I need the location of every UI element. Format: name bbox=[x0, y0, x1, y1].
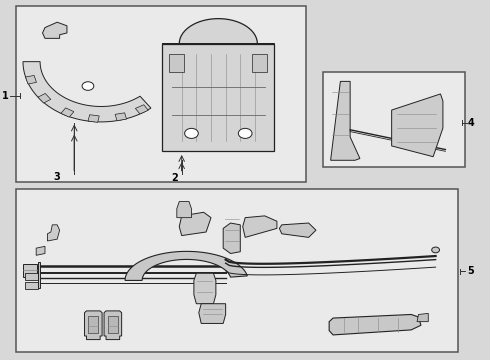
Text: 4: 4 bbox=[467, 118, 474, 128]
Polygon shape bbox=[43, 22, 67, 39]
Polygon shape bbox=[23, 62, 151, 122]
Circle shape bbox=[432, 247, 440, 253]
Polygon shape bbox=[48, 225, 60, 241]
Circle shape bbox=[82, 82, 94, 90]
Polygon shape bbox=[85, 311, 102, 339]
Polygon shape bbox=[417, 314, 428, 321]
Polygon shape bbox=[179, 212, 211, 235]
Polygon shape bbox=[162, 44, 274, 151]
Polygon shape bbox=[199, 304, 225, 323]
Polygon shape bbox=[36, 246, 45, 255]
Polygon shape bbox=[331, 81, 360, 160]
Polygon shape bbox=[38, 262, 40, 288]
Polygon shape bbox=[108, 316, 118, 333]
Circle shape bbox=[185, 129, 198, 138]
Polygon shape bbox=[38, 94, 51, 103]
Polygon shape bbox=[88, 316, 98, 333]
Circle shape bbox=[238, 129, 252, 138]
Polygon shape bbox=[61, 108, 74, 117]
Polygon shape bbox=[162, 19, 274, 44]
Polygon shape bbox=[125, 251, 247, 280]
Polygon shape bbox=[223, 223, 240, 253]
Bar bbox=[323, 72, 465, 167]
Polygon shape bbox=[88, 115, 99, 122]
Text: 1: 1 bbox=[1, 91, 8, 101]
Polygon shape bbox=[243, 216, 277, 237]
Polygon shape bbox=[329, 315, 421, 335]
Polygon shape bbox=[279, 223, 316, 237]
Text: 2: 2 bbox=[171, 173, 178, 183]
Polygon shape bbox=[115, 113, 126, 121]
Polygon shape bbox=[194, 273, 216, 304]
Polygon shape bbox=[24, 264, 37, 277]
Polygon shape bbox=[170, 54, 184, 72]
Polygon shape bbox=[392, 94, 443, 157]
Text: 3: 3 bbox=[54, 172, 61, 182]
Polygon shape bbox=[25, 76, 36, 84]
Text: 5: 5 bbox=[467, 266, 474, 276]
Polygon shape bbox=[104, 311, 122, 339]
Bar bbox=[16, 6, 306, 182]
Polygon shape bbox=[135, 105, 148, 114]
Bar bbox=[16, 189, 458, 352]
Polygon shape bbox=[25, 273, 38, 280]
Polygon shape bbox=[25, 282, 38, 289]
Polygon shape bbox=[177, 202, 192, 218]
Polygon shape bbox=[252, 54, 267, 72]
